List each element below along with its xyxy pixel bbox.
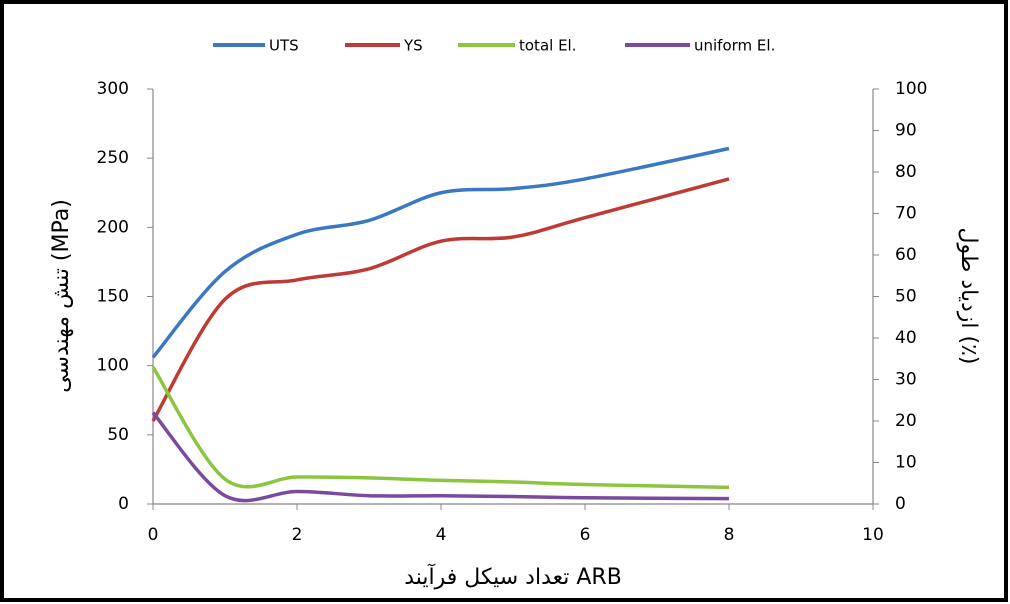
y2-tick-label: 100 xyxy=(895,79,927,99)
series-line xyxy=(151,411,730,503)
x-axis-label: تعداد سیکل فرآیند ARB xyxy=(404,563,622,590)
x-tick-label: 0 xyxy=(148,525,159,545)
legend-label: uniform El. xyxy=(694,37,775,55)
y2-tick-label: 40 xyxy=(895,328,917,348)
x-tick-label: 2 xyxy=(292,525,303,545)
y2-tick-label: 50 xyxy=(895,287,917,307)
y2-tick-label: 20 xyxy=(895,411,917,431)
y-axis-label: تنش مهندسی (MPa) xyxy=(49,199,74,393)
x-tick-label: 6 xyxy=(580,525,591,545)
series-line xyxy=(151,366,730,490)
y-tick-label: 300 xyxy=(97,79,129,99)
series-line xyxy=(151,177,730,422)
series-line xyxy=(151,146,730,359)
y-tick-label: 50 xyxy=(107,425,129,445)
y2-tick-label: 60 xyxy=(895,245,917,265)
y2-tick-label: 10 xyxy=(895,453,917,473)
legend-label: UTS xyxy=(269,37,299,55)
legend-label: YS xyxy=(403,37,423,55)
y2-tick-label: 30 xyxy=(895,370,917,390)
y2-tick-label: 70 xyxy=(895,204,917,224)
x-tick-label: 4 xyxy=(436,525,447,545)
y2-tick-label: 90 xyxy=(895,121,917,141)
x-tick-label: 10 xyxy=(862,525,884,545)
y2-axis-label: ازدیاد طول (٪) xyxy=(956,228,981,365)
y-tick-label: 250 xyxy=(97,148,129,168)
x-tick-label: 8 xyxy=(724,525,735,545)
y-tick-label: 0 xyxy=(118,494,129,514)
y-tick-label: 150 xyxy=(97,287,129,307)
y2-tick-label: 80 xyxy=(895,162,917,182)
y-tick-label: 100 xyxy=(97,356,129,376)
y-tick-label: 200 xyxy=(97,217,129,237)
y2-tick-label: 0 xyxy=(895,494,906,514)
legend-label: total El. xyxy=(519,37,576,55)
